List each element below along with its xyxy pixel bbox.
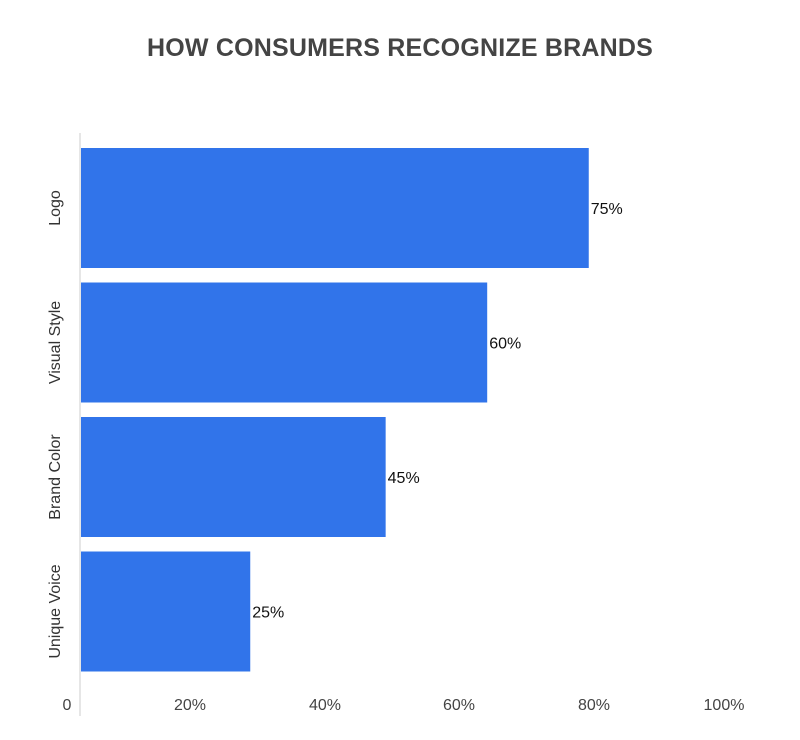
data-label: 25% [252,605,284,622]
data-label: 45% [388,470,420,487]
data-label: 60% [489,336,521,353]
x-tick-label: 60% [443,697,475,714]
category-label: Unique Voice [47,564,64,658]
chart-title: HOW CONSUMERS RECOGNIZE BRANDS [146,34,653,62]
x-tick-label: 20% [174,697,206,714]
x-tick-label: 0 [63,697,72,714]
x-tick-label: 40% [309,697,341,714]
x-tick-label: 100% [704,697,745,714]
category-label: Logo [47,190,64,226]
bar-visual-style [81,282,488,403]
bar-brand-color [81,417,386,537]
bar-logo [81,148,589,268]
x-tick-label: 80% [578,697,610,714]
bar-unique-voice [81,551,251,672]
category-label: Brand Color [47,434,64,520]
category-label: Visual Style [47,301,64,384]
data-label: 75% [591,201,623,218]
